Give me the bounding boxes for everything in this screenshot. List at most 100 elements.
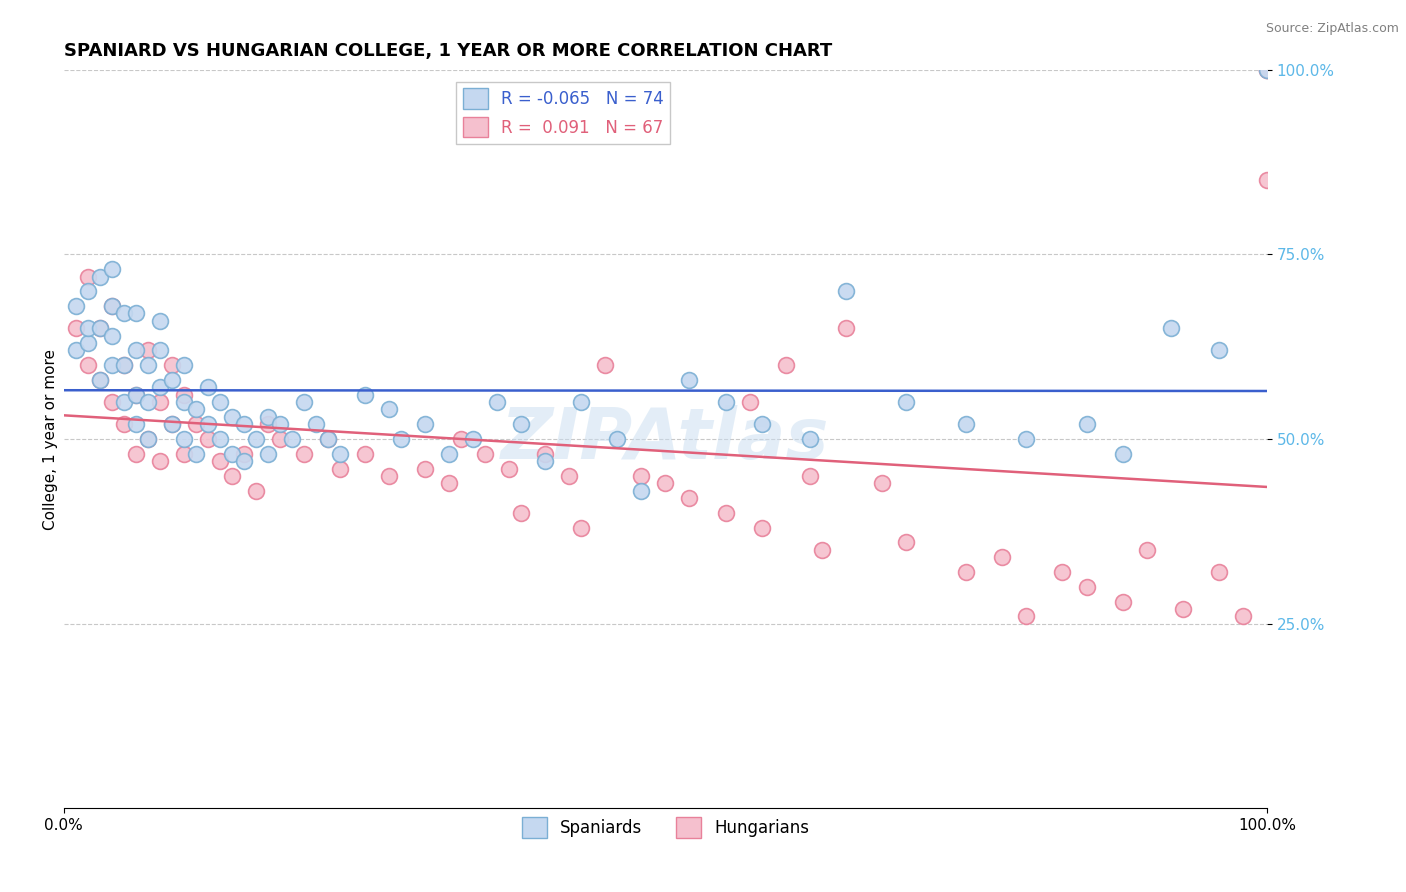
Point: [835, 321, 858, 335]
Point: [353, 447, 375, 461]
Point: [173, 447, 195, 461]
Point: [209, 432, 232, 446]
Point: [89, 269, 111, 284]
Point: [377, 469, 399, 483]
Point: [894, 395, 917, 409]
Y-axis label: College, 1 year or more: College, 1 year or more: [44, 349, 58, 530]
Point: [197, 380, 219, 394]
Point: [221, 447, 243, 461]
Point: [1232, 609, 1254, 624]
Point: [125, 388, 148, 402]
Point: [569, 395, 592, 409]
Point: [101, 358, 124, 372]
Point: [1111, 447, 1133, 461]
Point: [89, 373, 111, 387]
Point: [751, 417, 773, 432]
Point: [413, 461, 436, 475]
Point: [101, 299, 124, 313]
Point: [955, 417, 977, 432]
Point: [870, 476, 893, 491]
Point: [89, 373, 111, 387]
Point: [738, 395, 761, 409]
Point: [160, 417, 183, 432]
Point: [112, 306, 135, 320]
Point: [76, 269, 98, 284]
Point: [197, 432, 219, 446]
Point: [292, 395, 315, 409]
Point: [136, 358, 159, 372]
Point: [76, 336, 98, 351]
Point: [329, 447, 352, 461]
Point: [160, 358, 183, 372]
Point: [498, 461, 520, 475]
Point: [678, 373, 700, 387]
Point: [125, 388, 148, 402]
Point: [799, 432, 821, 446]
Point: [149, 395, 172, 409]
Point: [377, 402, 399, 417]
Point: [112, 417, 135, 432]
Point: [485, 395, 508, 409]
Point: [606, 432, 628, 446]
Point: [160, 373, 183, 387]
Point: [1256, 62, 1278, 77]
Point: [799, 469, 821, 483]
Point: [413, 417, 436, 432]
Point: [125, 417, 148, 432]
Point: [112, 358, 135, 372]
Point: [125, 447, 148, 461]
Point: [136, 432, 159, 446]
Point: [65, 299, 87, 313]
Point: [149, 380, 172, 394]
Point: [89, 321, 111, 335]
Point: [751, 521, 773, 535]
Point: [257, 447, 280, 461]
Point: [305, 417, 328, 432]
Point: [160, 417, 183, 432]
Point: [461, 432, 484, 446]
Point: [233, 447, 256, 461]
Point: [269, 417, 291, 432]
Point: [437, 476, 460, 491]
Point: [125, 343, 148, 358]
Point: [197, 417, 219, 432]
Point: [149, 454, 172, 468]
Point: [101, 328, 124, 343]
Point: [1076, 580, 1098, 594]
Point: [173, 388, 195, 402]
Point: [1076, 417, 1098, 432]
Point: [1015, 432, 1038, 446]
Point: [65, 321, 87, 335]
Point: [89, 321, 111, 335]
Point: [329, 461, 352, 475]
Point: [173, 432, 195, 446]
Point: [318, 432, 340, 446]
Point: [991, 550, 1014, 565]
Point: [510, 417, 533, 432]
Point: [894, 535, 917, 549]
Point: [209, 454, 232, 468]
Legend: Spaniards, Hungarians: Spaniards, Hungarians: [515, 811, 815, 845]
Point: [292, 447, 315, 461]
Point: [101, 395, 124, 409]
Point: [1171, 602, 1194, 616]
Point: [136, 432, 159, 446]
Point: [257, 409, 280, 424]
Point: [678, 491, 700, 505]
Point: [149, 314, 172, 328]
Point: [101, 299, 124, 313]
Point: [1256, 62, 1278, 77]
Point: [245, 483, 267, 498]
Point: [184, 447, 207, 461]
Point: [714, 395, 737, 409]
Point: [184, 402, 207, 417]
Point: [510, 506, 533, 520]
Point: [714, 506, 737, 520]
Point: [1256, 173, 1278, 187]
Point: [112, 395, 135, 409]
Text: Source: ZipAtlas.com: Source: ZipAtlas.com: [1265, 22, 1399, 36]
Text: SPANIARD VS HUNGARIAN COLLEGE, 1 YEAR OR MORE CORRELATION CHART: SPANIARD VS HUNGARIAN COLLEGE, 1 YEAR OR…: [63, 42, 832, 60]
Point: [353, 388, 375, 402]
Point: [1015, 609, 1038, 624]
Point: [654, 476, 676, 491]
